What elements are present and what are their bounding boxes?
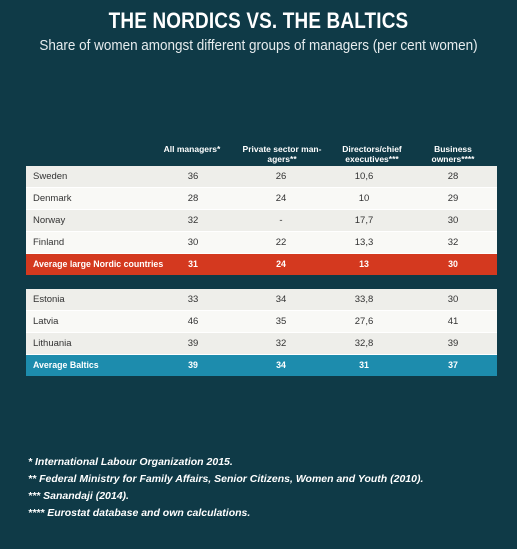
table-cell: 31 [359,360,369,370]
table-cell: 28 [447,171,459,182]
table-row: Finland 30 22 13,3 32 [26,231,497,253]
table-cell: 41 [447,316,459,327]
nordic-average-row: Average large Nordic countries 31 24 13 … [26,253,497,275]
table-cell: 32 [275,338,287,349]
country-name: Latvia [33,316,59,327]
table-cell: 10 [358,193,370,204]
baltic-table: Estonia 33 34 33,8 30 Latvia 46 35 27,6 … [26,289,497,376]
table-row: Norway 32 - 17,7 30 [26,209,497,231]
page-subtitle: Share of women amongst different groups … [39,38,478,54]
country-name: Denmark [33,193,72,204]
table-cell: 31 [188,259,198,269]
table-cell: 37 [448,360,458,370]
table-cell: 30 [448,259,458,269]
footnote: * International Labour Organization 2015… [28,456,233,468]
table-cell: 28 [187,193,199,204]
column-headers: All managers* Private sector man-agers**… [0,134,517,164]
table-cell: 17,7 [354,215,374,226]
table-cell: 30 [187,237,199,248]
country-name: Sweden [33,171,68,182]
table-cell: 30 [447,294,459,305]
table-row: Latvia 46 35 27,6 41 [26,310,497,332]
table-cell: 39 [447,338,459,349]
table-row: Lithuania 39 32 32,8 39 [26,332,497,354]
nordic-table: Sweden 36 26 10,6 28 Denmark 28 24 10 29… [26,166,497,275]
footnote: *** Sanandaji (2014). [28,490,129,502]
table-cell: - [279,215,283,226]
table-cell: 32 [187,215,199,226]
column-header-all-managers: All managers* [163,144,221,154]
table-cell: 32,8 [354,338,374,349]
table-cell: 24 [275,193,287,204]
column-header-private-sector: Private sector man-agers** [242,144,322,164]
table-cell: 27,6 [354,316,374,327]
footnote: **** Eurostat database and own calculati… [28,507,251,519]
table-cell: 13 [359,259,369,269]
table-cell: 29 [447,193,459,204]
table-cell: 22 [275,237,287,248]
table-cell: 33,8 [354,294,374,305]
table-cell: 10,6 [354,171,374,182]
country-name: Estonia [33,294,65,305]
average-label: Average Baltics [33,360,99,370]
footnote: ** Federal Ministry for Family Affairs, … [28,473,424,485]
table-cell: 46 [187,316,199,327]
page-title: THE NORDICS VS. THE BALTICS [108,8,409,33]
table-row: Sweden 36 26 10,6 28 [26,166,497,187]
footnotes: * International Labour Organization 2015… [28,454,508,522]
table-cell: 34 [275,294,287,305]
table-cell: 26 [275,171,287,182]
baltic-average-row: Average Baltics 39 34 31 37 [26,354,497,376]
column-header-business-owners: Business owners**** [431,144,475,164]
column-header-directors: Directors/chief executives*** [342,144,402,164]
country-name: Norway [33,215,66,226]
table-cell: 13,3 [354,237,374,248]
table-cell: 39 [188,360,198,370]
country-name: Lithuania [33,338,72,349]
table-cell: 35 [275,316,287,327]
table-cell: 32 [447,237,459,248]
table-cell: 30 [447,215,459,226]
average-label: Average large Nordic countries [33,259,164,269]
table-cell: 36 [187,171,199,182]
country-name: Finland [33,237,65,248]
table-cell: 39 [187,338,199,349]
table-cell: 34 [276,360,286,370]
table-row: Estonia 33 34 33,8 30 [26,289,497,310]
table-row: Denmark 28 24 10 29 [26,187,497,209]
table-cell: 33 [187,294,199,305]
table-cell: 24 [276,259,286,269]
